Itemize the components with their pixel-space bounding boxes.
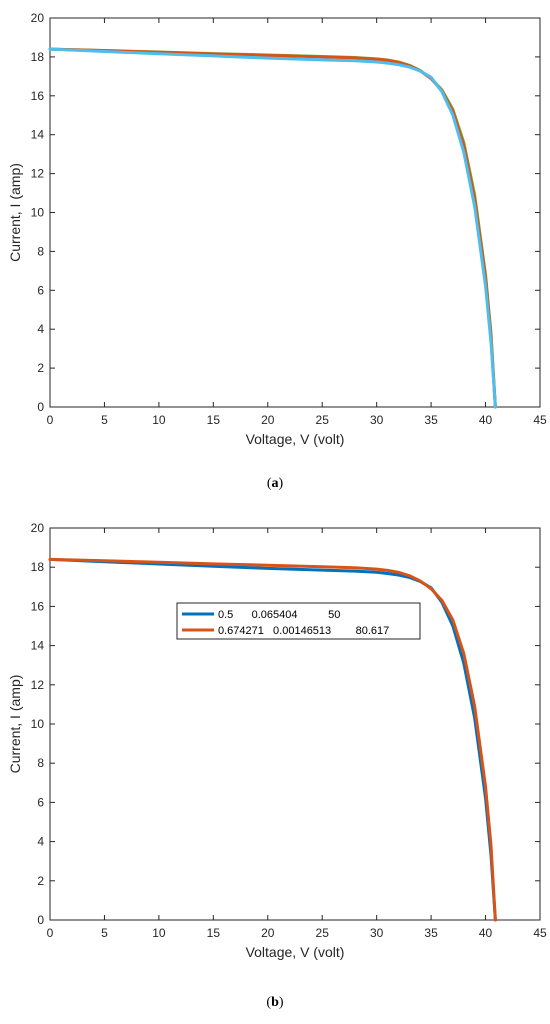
series-line-2 — [48, 47, 497, 409]
x-axis-label: Voltage, V (volt) — [246, 944, 345, 960]
legend-box — [176, 602, 421, 640]
caption-close: ) — [279, 476, 284, 491]
y-tick-label: 18 — [31, 50, 45, 64]
x-axis-label: Voltage, V (volt) — [246, 431, 345, 447]
chart-panel-b: 0 5 10 15 20 25 30 35 40 45 0 2 4 6 8 10 12 14 16 18 20 Volta… — [7, 521, 547, 1010]
x-tick-label: 45 — [533, 926, 547, 940]
y-tick-label: 16 — [31, 599, 45, 613]
y-tick-label: 6 — [37, 283, 44, 297]
y-tick-label: 6 — [37, 795, 44, 809]
legend-entry-0: 0.5 0.065404 50 — [218, 609, 340, 621]
y-tick-label: 2 — [37, 361, 44, 375]
panel-caption: (a) — [267, 476, 284, 491]
y-tick-label: 0 — [37, 913, 44, 927]
caption-open: ( — [267, 476, 272, 491]
caption-letter: a — [272, 476, 279, 491]
x-tick-label: 5 — [101, 926, 108, 940]
x-tick-label: 10 — [152, 413, 166, 427]
y-tick-label: 14 — [31, 639, 45, 653]
y-tick-label: 0 — [37, 400, 44, 414]
y-tick-label: 16 — [31, 89, 45, 103]
series-line-0 — [48, 557, 497, 922]
series-line-1 — [48, 557, 497, 922]
y-tick-label: 20 — [31, 11, 45, 25]
x-tick-label: 0 — [47, 926, 54, 940]
legend: 0.5 0.065404 50 0.674271 0.00146513 80.61… — [176, 602, 421, 640]
plot-area — [49, 527, 541, 921]
x-tick-label: 30 — [370, 413, 384, 427]
caption-letter: b — [271, 995, 279, 1010]
y-tick-label: 4 — [37, 322, 44, 336]
y-tick-label: 2 — [37, 874, 44, 888]
x-tick-label: 10 — [152, 926, 166, 940]
y-tick-label: 4 — [37, 835, 44, 849]
caption-open: ( — [266, 995, 271, 1010]
x-tick-label: 15 — [207, 926, 221, 940]
x-tick-label: 30 — [370, 926, 384, 940]
chart-panel-a: 0 5 10 15 20 25 30 35 40 45 0 2 4 6 8 10 12 14 16 18 20 Volta… — [7, 11, 547, 491]
x-tick-label: 45 — [533, 413, 547, 427]
x-tick-label: 5 — [101, 413, 108, 427]
x-tick-label: 40 — [479, 413, 493, 427]
x-tick-label: 25 — [316, 926, 330, 940]
y-axis-label: Current, I (amp) — [7, 675, 23, 774]
y-tick-label: 14 — [31, 128, 45, 142]
y-tick-label: 8 — [37, 756, 44, 770]
legend-entry-1: 0.674271 0.00146513 80.617 — [218, 625, 389, 637]
x-tick-label: 0 — [47, 413, 54, 427]
y-tick-label: 20 — [31, 521, 45, 535]
y-tick-label: 18 — [31, 560, 45, 574]
x-tick-label: 20 — [261, 413, 275, 427]
x-tick-label: 35 — [424, 926, 438, 940]
y-tick-label: 10 — [31, 717, 45, 731]
plot-area — [49, 17, 541, 408]
x-tick-label: 20 — [261, 926, 275, 940]
x-tick-label: 15 — [207, 413, 221, 427]
panel-caption: (b) — [266, 995, 283, 1010]
x-tick-label: 40 — [479, 926, 493, 940]
y-tick-label: 12 — [31, 167, 45, 181]
caption-close: ) — [279, 995, 284, 1010]
x-tick-label: 25 — [316, 413, 330, 427]
y-tick-label: 8 — [37, 244, 44, 258]
y-tick-label: 10 — [31, 206, 45, 220]
y-axis-label: Current, I (amp) — [7, 163, 23, 262]
x-tick-label: 35 — [424, 413, 438, 427]
y-tick-label: 12 — [31, 678, 45, 692]
